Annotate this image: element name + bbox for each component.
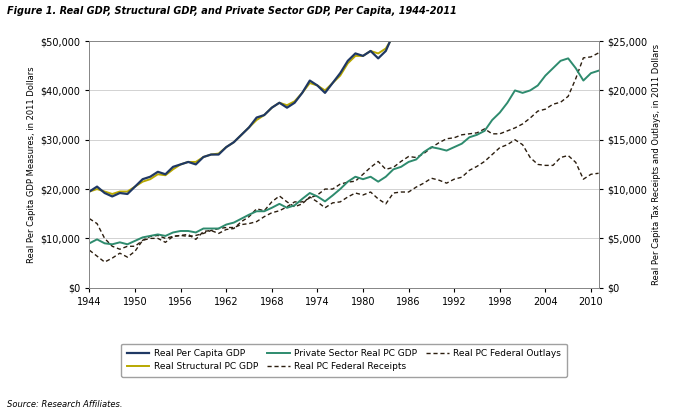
Y-axis label: Real Per Capita GDP Measures, in 2011 Dollars: Real Per Capita GDP Measures, in 2011 Do… bbox=[28, 66, 36, 263]
Text: Figure 1. Real GDP, Structural GDP, and Private Sector GDP, Per Capita, 1944-201: Figure 1. Real GDP, Structural GDP, and … bbox=[7, 6, 457, 16]
Y-axis label: Real Per Capita Tax Receipts and Outlays, in 2011 Dollars: Real Per Capita Tax Receipts and Outlays… bbox=[652, 44, 661, 285]
Text: Source: Research Affiliates.: Source: Research Affiliates. bbox=[7, 400, 122, 409]
Legend: Real Per Capita GDP, Real Structural PC GDP, Private Sector Real PC GDP, Real PC: Real Per Capita GDP, Real Structural PC … bbox=[121, 344, 567, 377]
